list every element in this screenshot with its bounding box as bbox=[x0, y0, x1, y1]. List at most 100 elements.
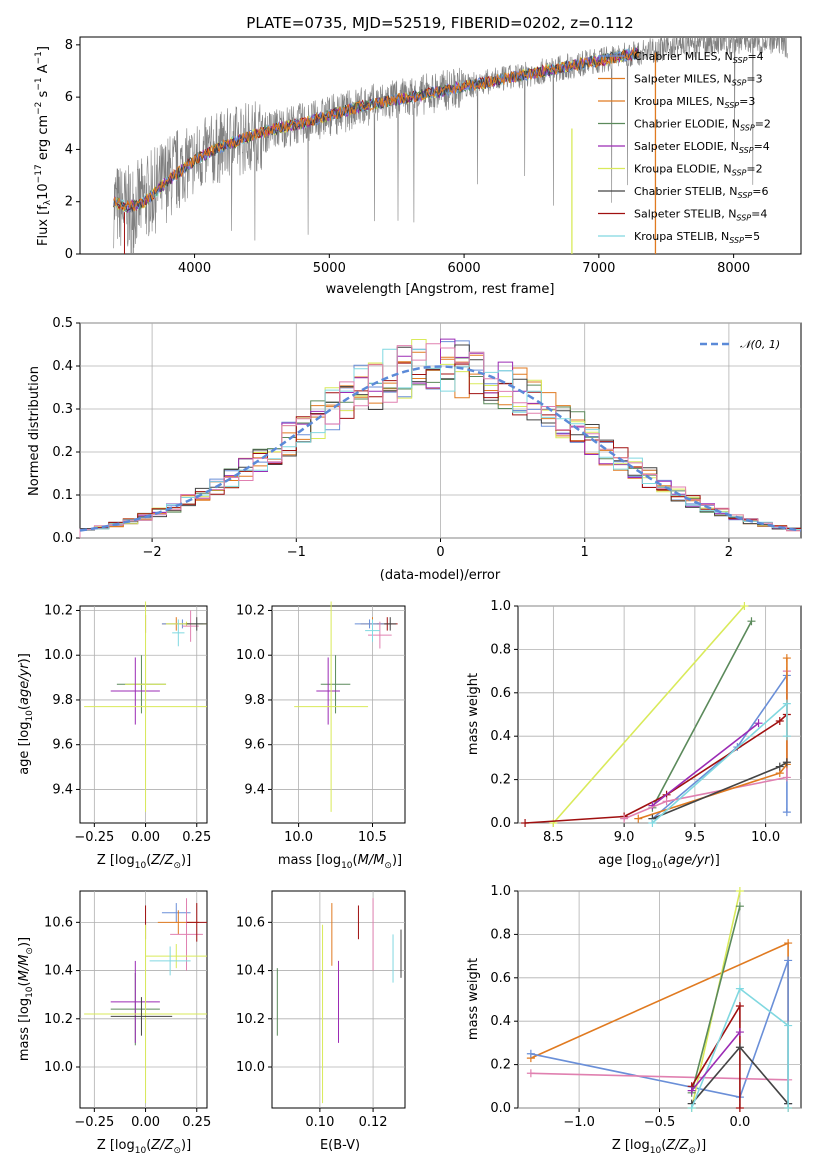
age-vs-mass-frame bbox=[271, 605, 406, 824]
mass-vs-ebv-xtick-label-0: 0.10 bbox=[305, 1115, 334, 1130]
age-vs-z-panel: −0.25 0.00 0.25 9.4 9.6 9.8 10.0 10.2 Z [log10(… bbox=[17, 601, 211, 871]
mass-vs-ebv-panel: 0.10 0.12 10.0 10.2 10.4 10.6 E(B-V) bbox=[236, 890, 406, 1153]
spectrum-legend-label-4: Salpeter ELODIE, NSSP=4 bbox=[634, 140, 770, 155]
weight-vs-age-marker-6-3 bbox=[782, 654, 791, 663]
spectrum-xtick-label-2: 6000 bbox=[448, 261, 481, 276]
age-vs-z-plot-area: −0.25 0.00 0.25 9.4 9.6 9.8 10.0 10.2 bbox=[44, 601, 211, 845]
weight-vs-age-marker-2-3 bbox=[782, 808, 791, 817]
weight-vs-age-marker-7-1 bbox=[775, 762, 784, 771]
mass-vs-ebv-frame bbox=[271, 890, 406, 1109]
age-vs-mass-ytick-label-3: 10.0 bbox=[236, 648, 265, 663]
weight-vs-age-ytick-label-0: 0.0 bbox=[490, 816, 511, 831]
mass-vs-z-xtick-label-1: 0.00 bbox=[131, 1115, 160, 1130]
spectrum-ytick-label-1: 2 bbox=[65, 195, 73, 210]
mass-vs-ebv-ytick-label-2: 10.4 bbox=[236, 964, 265, 979]
age-vs-z-xtick-label-0: −0.25 bbox=[74, 830, 114, 845]
weight-vs-age-ytick-label-3: 0.6 bbox=[490, 686, 511, 701]
weight-vs-z-xtick-label-2: 0.0 bbox=[730, 1115, 751, 1130]
spectrum-model-line-0 bbox=[113, 48, 640, 212]
weight-vs-z-marker-7-2 bbox=[784, 1021, 793, 1030]
residuals-ytick-label-0: 0.0 bbox=[52, 531, 73, 546]
weight-vs-age-xlabel: age [log10(age/yr)] bbox=[598, 853, 720, 871]
mass-vs-z-ytick-label-0: 10.0 bbox=[44, 1060, 73, 1075]
weight-vs-z-xtick-label-1: −0.5 bbox=[644, 1115, 676, 1130]
weight-vs-z-ytick-label-2: 0.4 bbox=[490, 1014, 511, 1029]
mass-vs-z-xtick-label-2: 0.25 bbox=[182, 1115, 211, 1130]
spectrum-ytick-label-0: 0 bbox=[65, 247, 73, 262]
weight-vs-z-marker-1-2 bbox=[784, 956, 793, 965]
normal-legend-label: 𝒩(0, 1) bbox=[740, 338, 780, 351]
age-vs-mass-ytick-label-2: 9.8 bbox=[244, 693, 265, 708]
weight-vs-age-marker-1-1 bbox=[747, 617, 756, 626]
weight-vs-age-plot-area: 8.5 9.0 9.5 10.0 0.0 0.2 0.4 0.6 0.8 1.0 bbox=[490, 599, 801, 845]
weight-vs-z-marker-6-1 bbox=[735, 1043, 744, 1052]
weight-vs-z-series-7 bbox=[690, 987, 789, 1109]
weight-vs-age-marker-3-3 bbox=[775, 717, 784, 726]
residuals-xtick-label-0: −2 bbox=[143, 545, 162, 560]
weight-vs-age-series-1 bbox=[651, 620, 753, 809]
spectrum-legend-label-7: Salpeter STELIB, NSSP=4 bbox=[634, 208, 767, 223]
spectrum-frame bbox=[79, 36, 802, 255]
weight-vs-age-ytick-label-1: 0.2 bbox=[490, 773, 511, 788]
weight-vs-z-marker-7-1 bbox=[735, 984, 744, 993]
age-vs-z-xlabel: Z [log10(Z/Z⊙)] bbox=[97, 853, 191, 871]
weight-vs-z-marker-8-0 bbox=[687, 1086, 696, 1095]
weight-vs-z-plot-area: −1.0 −0.5 0.0 0.0 0.2 0.4 0.6 0.8 1.0 bbox=[490, 884, 801, 1130]
mass-vs-ebv-ytick-label-1: 10.2 bbox=[236, 1012, 265, 1027]
spectrum-legend-label-6: Chabrier STELIB, NSSP=6 bbox=[634, 185, 768, 200]
age-vs-z-ytick-label-4: 10.2 bbox=[44, 603, 73, 618]
mass-vs-ebv-xtick-label-1: 0.12 bbox=[359, 1115, 388, 1130]
residual-histogram-9 bbox=[79, 343, 801, 538]
weight-vs-z-ytick-label-1: 0.2 bbox=[490, 1058, 511, 1073]
age-vs-mass-ytick-label-0: 9.4 bbox=[244, 782, 265, 797]
weight-vs-z-ytick-label-5: 1.0 bbox=[490, 884, 511, 899]
weight-vs-age-marker-8-2 bbox=[782, 732, 791, 741]
mass-vs-ebv-ytick-label-3: 10.6 bbox=[236, 915, 265, 930]
residuals-xtick-label-4: 2 bbox=[725, 545, 733, 560]
spectrum-legend-label-2: Kroupa MILES, NSSP=3 bbox=[634, 95, 755, 110]
spectrum-legend-label-8: Kroupa STELIB, NSSP=5 bbox=[634, 230, 760, 245]
weight-vs-age-marker-4-1 bbox=[754, 719, 763, 728]
age-vs-mass-ytick-label-1: 9.6 bbox=[244, 738, 265, 753]
weight-vs-age-marker-3-0 bbox=[521, 819, 530, 827]
weight-vs-age-marker-5-1 bbox=[662, 797, 671, 806]
mass-vs-ebv-xlabel: E(B-V) bbox=[320, 1138, 360, 1153]
weight-vs-age-xtick-label-0: 8.5 bbox=[543, 830, 564, 845]
weight-vs-z-xlabel: Z [log10(Z/Z⊙)] bbox=[612, 1138, 706, 1156]
weight-vs-age-series-4 bbox=[651, 722, 759, 807]
weight-vs-age-xtick-label-3: 10.0 bbox=[751, 830, 780, 845]
residuals-panel: (data-model)/error Normed distribution −… bbox=[27, 316, 802, 583]
weight-vs-z-xtick-label-0: −1.0 bbox=[563, 1115, 595, 1130]
weight-vs-z-marker-3-1 bbox=[735, 887, 744, 895]
mass-vs-z-ytick-label-1: 10.2 bbox=[44, 1012, 73, 1027]
mass-vs-z-xtick-label-0: −0.25 bbox=[74, 1115, 114, 1130]
age-vs-mass-panel: 10.0 10.5 9.4 9.6 9.8 10.0 10.2 mass [log10(M/… bbox=[236, 601, 406, 871]
spectrum-model-line-7 bbox=[113, 46, 640, 212]
spectrum-xtick-label-1: 5000 bbox=[313, 261, 346, 276]
weight-vs-age-series-2 bbox=[651, 672, 788, 820]
weight-vs-z-marker-7-0 bbox=[687, 1104, 696, 1112]
spectrum-xlabel: wavelength [Angstrom, rest frame] bbox=[326, 282, 555, 297]
spectrum-model-line-2 bbox=[113, 49, 640, 213]
mass-vs-z-ytick-label-2: 10.4 bbox=[44, 964, 73, 979]
residuals-xtick-label-2: 0 bbox=[436, 545, 444, 560]
spectrum-xtick-label-0: 4000 bbox=[178, 261, 211, 276]
weight-vs-age-marker-0-1 bbox=[740, 602, 749, 610]
spectrum-legend: Chabrier MILES, NSSP=4 Salpeter MILES, NS… bbox=[598, 50, 771, 245]
residuals-ylabel: Normed distribution bbox=[27, 366, 42, 496]
weight-vs-age-marker-6-0 bbox=[634, 814, 643, 823]
spectrum-ytick-label-3: 6 bbox=[65, 90, 73, 105]
weight-vs-age-marker-5-0 bbox=[620, 814, 629, 823]
mass-vs-z-xlabel: Z [log10(Z/Z⊙)] bbox=[97, 1138, 191, 1156]
weight-vs-z-marker-0-1 bbox=[784, 939, 793, 948]
spectrum-legend-label-3: Chabrier ELODIE, NSSP=2 bbox=[634, 118, 771, 133]
age-vs-mass-xtick-label-1: 10.5 bbox=[358, 830, 387, 845]
weight-vs-z-marker-4-1 bbox=[735, 902, 744, 911]
weight-vs-age-series-8 bbox=[651, 701, 788, 824]
mass-vs-z-ytick-label-3: 10.6 bbox=[44, 915, 73, 930]
residuals-xtick-label-1: −1 bbox=[287, 545, 306, 560]
spectrum-ytick-label-4: 8 bbox=[65, 38, 73, 53]
mass-vs-z-ylabel: mass [log10(M/M⊙)] bbox=[17, 937, 35, 1061]
weight-vs-z-marker-5-2 bbox=[735, 1104, 744, 1112]
spectrum-panel: wavelength [Angstrom, rest frame] Flux [… bbox=[34, 36, 802, 297]
